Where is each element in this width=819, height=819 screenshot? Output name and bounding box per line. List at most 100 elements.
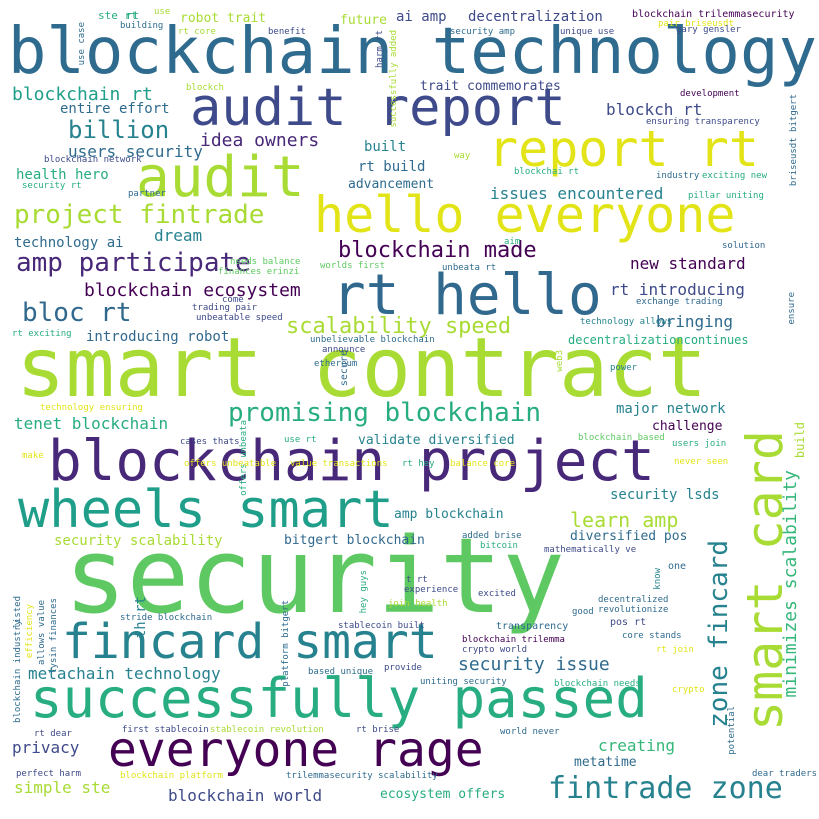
cloud-word: built [364, 139, 407, 155]
cloud-word: blockchain world [168, 786, 323, 805]
cloud-word: make [22, 451, 44, 461]
cloud-word: issues encountered [490, 184, 664, 203]
cloud-word: privacy [12, 738, 80, 757]
cloud-word: learn amp [570, 508, 679, 532]
cloud-word: technology allows [580, 317, 673, 327]
cloud-word: unique use [560, 27, 615, 37]
cloud-word: decentralizationcontinues [568, 333, 749, 347]
cloud-word: use [154, 7, 171, 17]
cloud-word: world never [500, 727, 560, 737]
cloud-word: crypto world [462, 645, 528, 655]
cloud-word: blockchain rt [12, 84, 153, 105]
cloud-word: introducing robot [86, 329, 230, 345]
cloud-word: users security [68, 142, 203, 161]
cloud-word: solution [722, 241, 766, 251]
cloud-word: everyone rage [108, 722, 484, 778]
cloud-word: creating [598, 736, 676, 755]
cloud-word: future [340, 13, 387, 28]
cloud-word: blockchai rt [514, 167, 580, 177]
cloud-word: platform bitgert [281, 600, 291, 687]
cloud-word: report rt [488, 120, 759, 178]
cloud-word: aim [504, 237, 521, 247]
cloud-word: based unique [308, 667, 374, 677]
cloud-word: smart contract [16, 321, 708, 416]
cloud-word: gary gensler [676, 25, 742, 35]
cloud-word: build [793, 422, 807, 459]
cloud-word: ensuring transparency [646, 117, 760, 127]
cloud-word: diversified pos [570, 529, 688, 544]
cloud-word: power [610, 363, 638, 373]
cloud-word: metachain technology [28, 664, 221, 683]
cloud-word: security amp [450, 27, 516, 37]
cloud-word: first stablecoin [122, 725, 209, 735]
cloud-word: exchange trading [636, 297, 723, 307]
cloud-word: rt hello [332, 263, 602, 328]
cloud-word: hey guys [359, 570, 369, 614]
cloud-word: successfully passed [30, 667, 648, 730]
cloud-word: blockch rt [606, 100, 703, 119]
cloud-word: bringing [656, 312, 734, 331]
cloud-word: blockchain technology [7, 15, 817, 89]
cloud-word: blockchain platform [120, 771, 223, 781]
cloud-word: provide [384, 663, 422, 673]
cloud-word: unbelievable blockchain [310, 335, 435, 345]
cloud-word: lysin finances [49, 598, 59, 674]
cloud-word: come [222, 295, 244, 305]
cloud-word: blockchain industry [13, 620, 23, 723]
cloud-word: use rt [284, 435, 317, 445]
cloud-word: security rt [22, 181, 82, 191]
cloud-word: major network [616, 401, 726, 417]
cloud-word: minimizes scalability [780, 470, 801, 698]
cloud-word: entire effort [60, 101, 170, 117]
cloud-word: scalability speed [286, 314, 512, 339]
cloud-word: crypto [672, 685, 705, 695]
cloud-word: validate diversified [358, 433, 515, 448]
cloud-word: revolutionize [598, 605, 669, 615]
cloud-word: partner [128, 189, 166, 199]
cloud-word: exciting new [702, 171, 768, 181]
cloud-word: announce [322, 345, 366, 355]
cloud-word: rt exciting [12, 329, 72, 339]
cloud-word: stride blockchain [120, 613, 213, 623]
cloud-word: cases thats [180, 437, 240, 447]
cloud-word: bloc rt [22, 298, 132, 328]
cloud-word: transparency [496, 621, 569, 632]
cloud-word: technology ai [14, 235, 124, 251]
cloud-word: rt core [178, 27, 216, 37]
cloud-word: efficiency [25, 604, 35, 659]
cloud-word: pillar uniting [688, 191, 764, 201]
cloud-word: ecosystem offers [380, 787, 506, 802]
cloud-word: billion [68, 116, 170, 144]
cloud-word: trading pair [192, 303, 258, 313]
cloud-word: security [64, 515, 565, 637]
cloud-word: security issue [458, 654, 610, 675]
cloud-word: idea owners [200, 130, 320, 151]
cloud-word: blockchain network [44, 155, 142, 165]
cloud-word: potential [727, 706, 737, 755]
cloud-word: amp blockchain [394, 507, 504, 522]
cloud-word: security lsds [610, 487, 720, 503]
cloud-word: ethereum [314, 359, 358, 369]
cloud-word: rt hey [402, 459, 435, 469]
cloud-word: t rt [406, 575, 428, 585]
cloud-word: fincard smart [62, 614, 438, 670]
cloud-word: health hero [16, 167, 109, 183]
cloud-word: briseusdt bitgert [789, 94, 799, 187]
cloud-word: pos rt [610, 617, 647, 628]
cloud-word: simple ste [14, 778, 111, 797]
cloud-word: robot trait [180, 11, 267, 26]
cloud-word: join health [388, 599, 448, 609]
cloud-word: rt brise [356, 725, 400, 735]
cloud-word: offers unbeata [239, 420, 249, 496]
cloud-word: stablecoin built [338, 621, 425, 631]
cloud-word: rt join [656, 645, 694, 655]
cloud-word: use case [77, 22, 87, 66]
cloud-word: benefit [268, 27, 306, 37]
cloud-word: blockchain made [338, 238, 537, 263]
cloud-word: balance core [450, 459, 516, 469]
cloud-word: experience [404, 585, 459, 595]
cloud-word: trait commemorates [420, 79, 561, 94]
cloud-word: know [653, 568, 663, 590]
cloud-word: zone fincard [704, 540, 734, 728]
cloud-word: unbeatable speed [196, 313, 283, 323]
